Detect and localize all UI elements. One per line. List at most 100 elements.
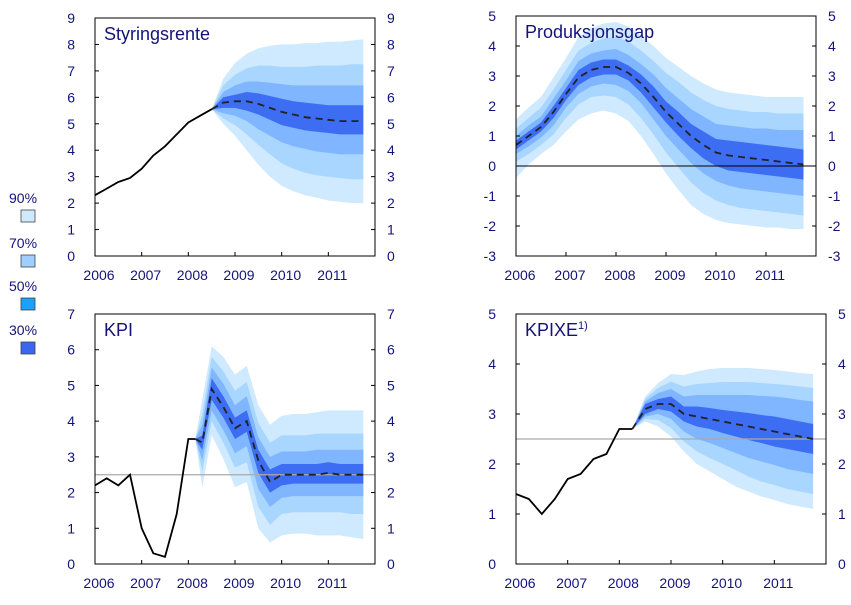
x-tick-label: 2006 xyxy=(83,575,114,591)
y-tick-label-left: 7 xyxy=(67,306,75,322)
actual-line xyxy=(95,438,196,559)
plot-area xyxy=(516,368,826,516)
y-tick-label-right: 6 xyxy=(387,89,395,105)
y-tick-label-left: 5 xyxy=(67,377,75,393)
y-tick-label-right: 0 xyxy=(387,556,395,572)
x-tick-label: 2008 xyxy=(608,575,639,591)
y-tick-label-right: 3 xyxy=(387,169,395,185)
y-tick-label-right: 4 xyxy=(387,142,395,158)
y-tick-label-right: 3 xyxy=(387,449,395,465)
y-tick-label-left: 9 xyxy=(67,10,75,26)
y-tick-label-left: 4 xyxy=(67,142,75,158)
legend-swatch xyxy=(20,297,36,311)
y-tick-label-left: 4 xyxy=(488,356,496,372)
y-tick-label-left: 2 xyxy=(67,195,75,211)
x-tick-label: 2007 xyxy=(556,575,587,591)
legend-label: 70% xyxy=(9,235,37,251)
y-tick-label-left: 3 xyxy=(67,449,75,465)
x-tick-label: 2009 xyxy=(223,575,254,591)
y-tick-label-left: 2 xyxy=(488,98,496,114)
y-tick-label-right: -2 xyxy=(828,218,841,234)
x-tick-label: 2009 xyxy=(223,267,254,283)
x-tick-label: 2008 xyxy=(177,575,208,591)
y-tick-label-left: 1 xyxy=(67,222,75,238)
y-tick-label-right: 2 xyxy=(387,485,395,501)
y-tick-label-left: 6 xyxy=(67,89,75,105)
x-tick-label: 2007 xyxy=(130,575,161,591)
y-tick-label-left: 2 xyxy=(488,456,496,472)
y-tick-label-right: 9 xyxy=(387,10,395,26)
y-tick-label-left: 1 xyxy=(67,520,75,536)
plot-area xyxy=(95,346,375,559)
y-tick-label-right: 2 xyxy=(387,195,395,211)
x-tick-label: 2008 xyxy=(604,267,635,283)
panel-styringsrente: 0 0 1 1 2 2 3 3 4 4 5 5 6 6 7 7 8 8 9 9 2006 2007 2008 2009 2010… xyxy=(67,10,395,283)
x-tick-label: 2006 xyxy=(83,267,114,283)
y-tick-label-left: 8 xyxy=(67,36,75,52)
chart-title: KPIXE1) xyxy=(525,320,588,340)
y-tick-label-left: 1 xyxy=(488,128,496,144)
y-tick-label-left: 5 xyxy=(67,116,75,132)
x-tick-label: 2006 xyxy=(504,267,535,283)
y-tick-label-right: 1 xyxy=(828,128,836,144)
y-tick-label-left: 6 xyxy=(67,342,75,358)
actual-line xyxy=(95,108,213,196)
chart-title: Produksjonsgap xyxy=(525,22,654,42)
x-tick-label: 2011 xyxy=(317,267,347,283)
y-tick-label-left: 4 xyxy=(488,38,496,54)
actual-line xyxy=(516,428,633,516)
y-tick-label-left: 5 xyxy=(488,306,496,322)
x-tick-label: 2009 xyxy=(654,267,685,283)
x-tick-label: 2011 xyxy=(755,267,785,283)
legend-swatch xyxy=(20,209,36,223)
legend-swatch xyxy=(20,254,36,268)
x-tick-label: 2010 xyxy=(711,575,742,591)
panel-kpi: 0 0 1 1 2 2 3 3 4 4 5 5 6 6 7 7 2006 2007 2008 2009 2010 2011… xyxy=(67,306,395,591)
y-tick-label-right: 5 xyxy=(387,116,395,132)
chart-title-superscript: 1) xyxy=(578,320,588,332)
y-tick-label-right: 5 xyxy=(387,377,395,393)
x-tick-label: 2010 xyxy=(270,267,301,283)
band-30 xyxy=(516,59,804,180)
y-tick-label-right: 0 xyxy=(387,248,395,264)
y-tick-label-right: -1 xyxy=(828,188,841,204)
chart-title: Styringsrente xyxy=(104,24,210,44)
plot-area xyxy=(95,39,364,204)
y-tick-label-right: 3 xyxy=(838,406,846,422)
y-tick-label-left: -3 xyxy=(484,248,497,264)
chart-title: KPI xyxy=(104,320,133,340)
y-tick-label-right: 8 xyxy=(387,36,395,52)
panel-produksjonsgap: -3 -3 -2 -2 -1 -1 0 0 1 1 2 2 3 3 4 4 5 5 2006 2007 2008 2009… xyxy=(484,8,841,283)
y-tick-label-right: 1 xyxy=(387,520,395,536)
y-tick-label-left: 0 xyxy=(488,158,496,174)
legend-label: 50% xyxy=(9,278,37,294)
plot-area xyxy=(516,22,816,229)
legend: 90% 70% 50% 30% xyxy=(9,190,37,355)
x-tick-label: 2007 xyxy=(554,267,585,283)
projection-line xyxy=(516,66,804,166)
y-tick-label-left: -2 xyxy=(484,218,497,234)
x-tick-label: 2007 xyxy=(130,267,161,283)
y-tick-label-left: 3 xyxy=(488,406,496,422)
projection-line xyxy=(194,386,364,484)
legend-label: 90% xyxy=(9,190,37,206)
x-tick-label: 2006 xyxy=(504,575,535,591)
y-tick-label-right: 1 xyxy=(387,222,395,238)
y-tick-label-right: 5 xyxy=(838,306,846,322)
y-tick-label-right: 2 xyxy=(838,456,846,472)
x-tick-label: 2010 xyxy=(270,575,301,591)
y-tick-label-right: 7 xyxy=(387,306,395,322)
y-tick-label-left: 1 xyxy=(488,506,496,522)
y-tick-label-left: 7 xyxy=(67,63,75,79)
y-tick-label-left: 0 xyxy=(67,248,75,264)
y-tick-label-left: 0 xyxy=(488,556,496,572)
y-tick-label-left: 3 xyxy=(67,169,75,185)
y-tick-label-right: 6 xyxy=(387,342,395,358)
y-tick-label-left: 0 xyxy=(67,556,75,572)
y-tick-label-left: 3 xyxy=(488,68,496,84)
legend-label: 30% xyxy=(9,322,37,338)
y-tick-label-right: 4 xyxy=(838,356,846,372)
y-tick-label-right: 2 xyxy=(828,98,836,114)
projection-line xyxy=(631,403,814,440)
y-tick-label-right: 0 xyxy=(828,158,836,174)
